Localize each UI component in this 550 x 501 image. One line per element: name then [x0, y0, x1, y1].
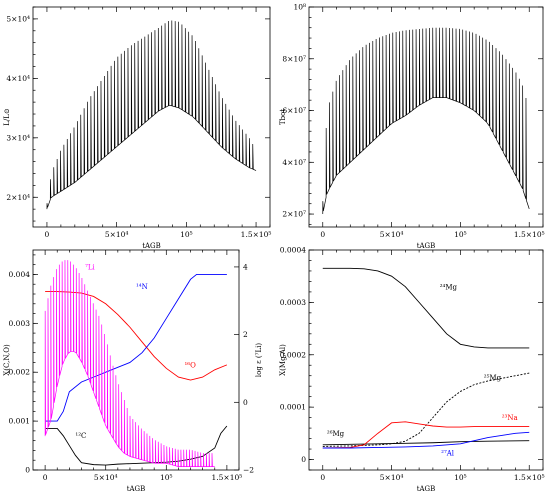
y-tick-label: 4×10⁴	[6, 74, 30, 83]
x-tick-label: 0	[320, 230, 325, 239]
y-tick-label: 8×10⁷	[282, 54, 306, 63]
x-axis-label: tAGB	[417, 242, 436, 250]
x-tick-label: 1.5×10⁵	[241, 230, 272, 239]
y-right-tick-label: 4	[243, 262, 248, 271]
data-area	[44, 260, 228, 467]
series-line-²⁶Mg	[322, 440, 530, 446]
y-tick-label: 0	[25, 466, 30, 475]
x-tick-label: 10⁵	[160, 473, 173, 482]
series-label: ²⁷Al	[441, 449, 455, 457]
series-label: ²⁶Mg	[327, 430, 345, 438]
x-tick-label: 1.5×10⁵	[514, 473, 545, 482]
series-line-²³Na	[322, 421, 530, 449]
y-tick-label: 4×10⁷	[282, 158, 306, 167]
x-tick-label: 0	[45, 230, 50, 239]
x-tick-label: 5×10⁴	[105, 230, 129, 239]
y-tick-label: 5×10⁴	[6, 14, 30, 23]
y-right-tick-label: −2	[243, 466, 254, 475]
panel-top-right: 0 5×10⁴ 10⁵ 1.5×10⁵ 2×10⁷ 4×10⁷ 6×10⁷ 8×10⁷ 10⁸ t…	[279, 3, 545, 251]
x-tick-label: 5×10⁴	[94, 473, 118, 482]
y-tick-label: 0.004	[9, 270, 31, 279]
series-line-¹⁴N	[45, 273, 227, 422]
series-label: ²⁴Mg	[440, 283, 458, 291]
x-tick-label: 0	[43, 473, 48, 482]
series-line-¹²C	[45, 425, 228, 466]
x-tick-label: 1.5×10⁵	[211, 473, 242, 482]
y-tick-label: 0.002	[9, 368, 31, 377]
series-label: ²⁵Mg	[484, 374, 502, 382]
y-axis-label: X(C,N,O)	[3, 344, 11, 376]
plot-frame	[308, 6, 544, 228]
plot-frame	[308, 249, 544, 471]
series-line-main	[46, 20, 257, 210]
data-area	[322, 27, 530, 215]
annotation: ¹⁴N	[136, 283, 148, 291]
y-axis-label: Tbot	[279, 109, 287, 125]
data-area	[322, 267, 530, 449]
y-right-axis-label: log ε (⁷Li)	[255, 343, 263, 377]
y-tick-label: 6×10⁷	[282, 106, 306, 115]
x-tick-label: 5×10⁴	[380, 230, 404, 239]
annotation: ¹⁶O	[184, 361, 196, 369]
y-axis-label: X(Mg,Al)	[279, 344, 287, 376]
x-axis-label: tAGB	[417, 485, 436, 493]
annotation: ⁷Li	[85, 264, 95, 272]
panel-bottom-left: ⁷Li ¹⁴N ¹⁶O ¹²C 0 5×10⁴ 10⁵ 1.5×10⁵ 0 0.001 0.002 0…	[3, 249, 263, 493]
x-tick-label: 10⁵	[454, 230, 467, 239]
plot-frame	[32, 249, 240, 471]
x-tick-label: 1.5×10⁵	[514, 230, 545, 239]
data-area	[46, 20, 257, 210]
panel-bottom-right: ²⁴Mg ²⁵Mg ²⁶Mg ²³Na ²⁷Al 0 5×10⁴ 10⁵ 1.5×10⁵ 0 0.0…	[279, 246, 545, 494]
series-label: ²³Na	[502, 414, 518, 422]
series-line-¹⁶O	[45, 291, 228, 381]
y-tick-label: 0.0003	[280, 298, 306, 307]
x-tick-label: 5×10⁴	[380, 473, 404, 482]
x-tick-label: 10⁵	[454, 473, 467, 482]
y-tick-label: 0.001	[9, 417, 30, 426]
y-axis-label: L/L⊙	[3, 108, 11, 126]
x-axis-label: tAGB	[127, 485, 146, 493]
y-tick-label: 2×10⁷	[282, 210, 306, 219]
panel-top-left: 0 5×10⁴ 10⁵ 1.5×10⁵ 2×10⁴ 3×10⁴ 4×10⁴ 5×10⁴ tAGB…	[3, 6, 272, 250]
annotation: ¹²C	[75, 432, 86, 440]
series-line-main	[322, 27, 530, 215]
y-right-tick-label: 2	[243, 330, 248, 339]
y-tick-label: 0.003	[9, 319, 31, 328]
y-tick-label: 0.0004	[280, 246, 306, 255]
x-tick-label: 0	[320, 473, 325, 482]
series-line-²⁷Al	[322, 431, 530, 449]
plot-frame	[32, 6, 271, 228]
y-tick-label: 0	[301, 455, 306, 464]
x-tick-label: 10⁵	[180, 230, 193, 239]
series-line-²⁵Mg	[322, 372, 530, 447]
y-tick-label: 0.0002	[280, 350, 306, 359]
series-line-²⁴Mg	[322, 267, 530, 349]
y-tick-label: 10⁸	[293, 3, 306, 12]
y-tick-label: 3×10⁴	[6, 133, 30, 142]
x-axis-label: tAGB	[142, 242, 161, 250]
series-line-⁷Li	[44, 260, 215, 467]
y-tick-label: 0.0001	[280, 403, 306, 412]
y-tick-label: 2×10⁴	[6, 193, 30, 202]
y-right-tick-label: 0	[243, 398, 248, 407]
